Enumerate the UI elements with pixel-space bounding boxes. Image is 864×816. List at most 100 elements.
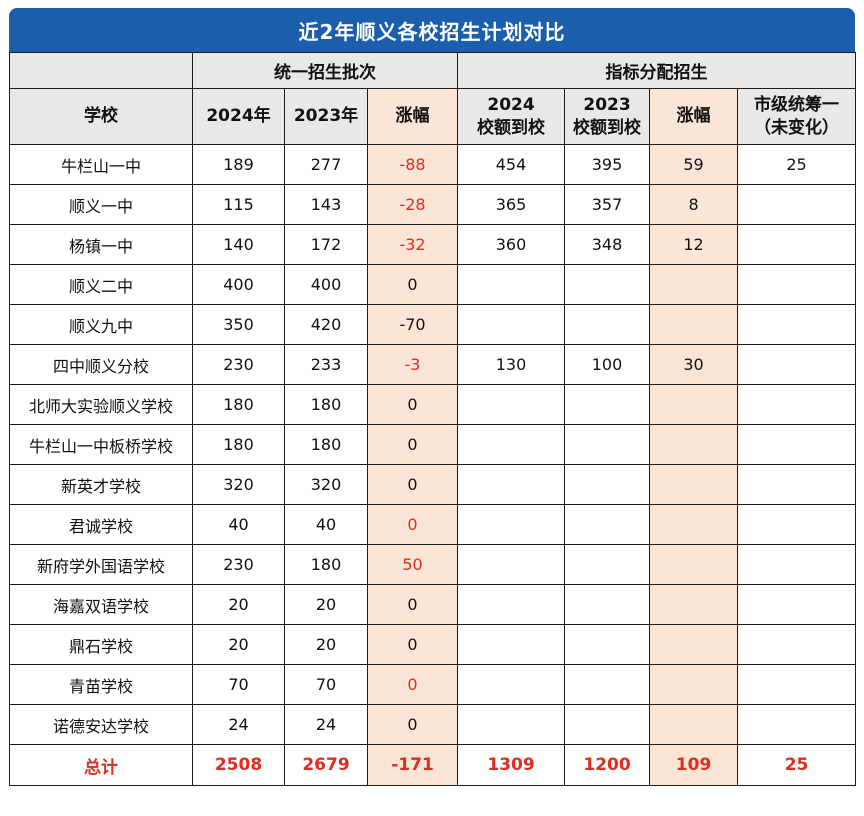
total-row: 总计 2508 2679 -171 1309 1200 109 25 (9, 744, 857, 786)
cell-quota-2024 (457, 704, 566, 745)
cell-city-pool (737, 624, 857, 665)
cell-change: 0 (366, 664, 459, 705)
cell-2024: 40 (192, 504, 285, 545)
total-2023: 2679 (284, 744, 368, 786)
group-header-blank (9, 52, 193, 89)
cell-change: -88 (366, 144, 459, 185)
cell-quota-change (649, 584, 739, 625)
table-row: 牛栏山一中 189 277 -88 454 395 59 25 (9, 144, 857, 185)
cell-school: 顺义二中 (9, 264, 193, 305)
total-change: -171 (366, 744, 459, 786)
cell-2023: 320 (284, 464, 368, 505)
cell-quota-2023 (564, 464, 651, 505)
cell-quota-change (649, 704, 739, 745)
cell-change: 0 (366, 264, 459, 305)
cell-change: -70 (366, 304, 459, 345)
cell-city-pool (737, 224, 857, 265)
cell-2023: 180 (284, 384, 368, 425)
cell-quota-2024 (457, 464, 566, 505)
cell-2023: 233 (284, 344, 368, 385)
cell-city-pool (737, 544, 857, 585)
cell-quota-2023 (564, 384, 651, 425)
cell-change: 0 (366, 504, 459, 545)
cell-2024: 180 (192, 424, 285, 465)
col-header-change: 涨幅 (366, 88, 459, 145)
group-header-row: 统一招生批次 指标分配招生 (9, 52, 857, 89)
cell-quota-2023: 348 (564, 224, 651, 265)
table-title: 近2年顺义各校招生计划对比 (9, 8, 855, 52)
cell-quota-2023 (564, 304, 651, 345)
cell-2024: 180 (192, 384, 285, 425)
cell-school: 新英才学校 (9, 464, 193, 505)
cell-city-pool (737, 344, 857, 385)
cell-school: 海嘉双语学校 (9, 584, 193, 625)
cell-change: 0 (366, 424, 459, 465)
cell-change: -3 (366, 344, 459, 385)
cell-quota-2024 (457, 384, 566, 425)
table-row: 四中顺义分校 230 233 -3 130 100 30 (9, 344, 857, 385)
cell-quota-change (649, 264, 739, 305)
table-row: 牛栏山一中板桥学校 180 180 0 (9, 424, 857, 465)
cell-city-pool (737, 704, 857, 745)
cell-quota-2024 (457, 664, 566, 705)
cell-school: 北师大实验顺义学校 (9, 384, 193, 425)
cell-city-pool (737, 264, 857, 305)
comparison-table: 统一招生批次 指标分配招生 学校 2024年 2023年 涨幅 2024 校额到… (9, 52, 857, 786)
cell-school: 杨镇一中 (9, 224, 193, 265)
total-city-pool: 25 (737, 744, 857, 786)
cell-school: 青苗学校 (9, 664, 193, 705)
cell-change: 50 (366, 544, 459, 585)
cell-quota-2023 (564, 264, 651, 305)
cell-city-pool (737, 384, 857, 425)
cell-2024: 350 (192, 304, 285, 345)
cell-change: 0 (366, 384, 459, 425)
table-row: 北师大实验顺义学校 180 180 0 (9, 384, 857, 425)
total-label: 总计 (9, 744, 193, 786)
cell-2024: 20 (192, 584, 285, 625)
table-row: 新英才学校 320 320 0 (9, 464, 857, 505)
col-header-quota-change: 涨幅 (649, 88, 739, 145)
table-body: 牛栏山一中 189 277 -88 454 395 59 25 顺义一中 115 143 -28 365… (9, 144, 857, 745)
cell-change: 0 (366, 584, 459, 625)
cell-school: 顺义一中 (9, 184, 193, 225)
cell-2023: 400 (284, 264, 368, 305)
cell-change: -32 (366, 224, 459, 265)
cell-quota-change (649, 304, 739, 345)
cell-2024: 140 (192, 224, 285, 265)
cell-quota-2023 (564, 584, 651, 625)
cell-change: 0 (366, 464, 459, 505)
col-header-2023: 2023年 (284, 88, 368, 145)
table-row: 新府学外国语学校 230 180 50 (9, 544, 857, 585)
cell-quota-change (649, 384, 739, 425)
cell-quota-change: 8 (649, 184, 739, 225)
cell-quota-2024: 365 (457, 184, 566, 225)
col-header-quota-2023: 2023 校额到校 (564, 88, 651, 145)
cell-2023: 24 (284, 704, 368, 745)
cell-school: 四中顺义分校 (9, 344, 193, 385)
cell-school: 牛栏山一中 (9, 144, 193, 185)
col-header-2024: 2024年 (192, 88, 285, 145)
cell-2023: 70 (284, 664, 368, 705)
cell-change: -28 (366, 184, 459, 225)
cell-quota-2023: 357 (564, 184, 651, 225)
cell-quota-2023 (564, 624, 651, 665)
cell-quota-2024 (457, 504, 566, 545)
group-header-unified: 统一招生批次 (191, 52, 459, 89)
cell-quota-change (649, 544, 739, 585)
table-row: 顺义二中 400 400 0 (9, 264, 857, 305)
cell-2024: 230 (192, 344, 285, 385)
cell-2023: 420 (284, 304, 368, 345)
cell-quota-2024: 130 (457, 344, 566, 385)
cell-2024: 400 (192, 264, 285, 305)
cell-quota-2024 (457, 424, 566, 465)
col-header-school: 学校 (9, 88, 193, 145)
total-quota-change: 109 (649, 744, 739, 786)
cell-city-pool (737, 464, 857, 505)
cell-quota-2023 (564, 544, 651, 585)
cell-quota-change: 30 (649, 344, 739, 385)
cell-quota-change (649, 424, 739, 465)
col-header-quota-2024: 2024 校额到校 (457, 88, 566, 145)
cell-quota-2024 (457, 544, 566, 585)
table-row: 杨镇一中 140 172 -32 360 348 12 (9, 224, 857, 265)
column-header-row: 学校 2024年 2023年 涨幅 2024 校额到校 2023 校额到校 涨幅… (9, 88, 857, 145)
